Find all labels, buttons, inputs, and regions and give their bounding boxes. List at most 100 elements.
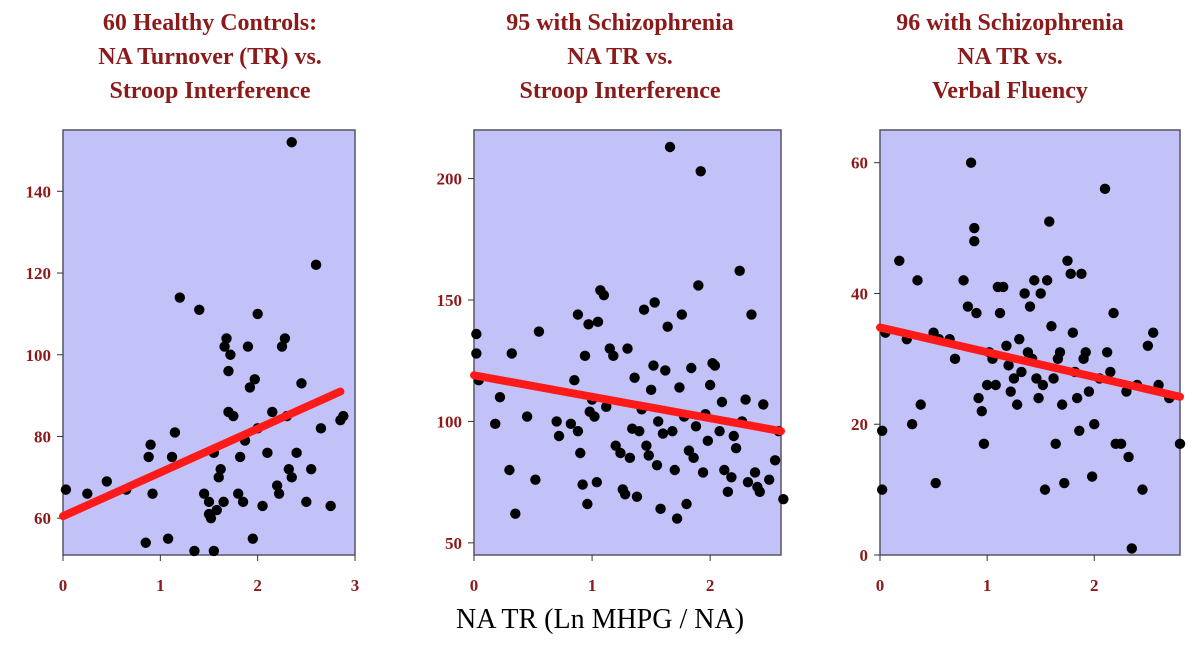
chart-3-data-point xyxy=(1035,288,1046,299)
chart-3-data-point xyxy=(1089,419,1100,430)
chart-2-data-point xyxy=(651,459,663,471)
chart-2-data-point xyxy=(634,425,645,437)
chart-1-data-point xyxy=(203,496,215,508)
chart-1-y-tick-label: 120 xyxy=(26,264,52,283)
chart-2-data-point xyxy=(506,348,517,359)
chart-2-title: 95 with Schizophrenia NA TR vs. Stroop I… xyxy=(440,6,800,108)
chart-3-data-point xyxy=(962,301,974,312)
chart-3-data-point xyxy=(1071,392,1083,404)
chart-3-plot-area xyxy=(879,129,1181,556)
chart-3-title-line-1: 96 with Schizophrenia xyxy=(896,10,1124,36)
chart-2-y-tick-label: 150 xyxy=(437,291,463,310)
chart-2-data-point xyxy=(655,503,666,515)
chart-3-data-point xyxy=(1050,438,1061,450)
chart-2-data-point xyxy=(728,430,739,442)
chart-2-plot-area xyxy=(473,129,782,556)
chart-2-data-point xyxy=(702,435,713,447)
chart-1-y-tick-label: 60 xyxy=(34,509,51,528)
chart-2-data-point xyxy=(575,447,586,459)
chart-3-data-point xyxy=(1123,451,1134,463)
chart-1-data-point xyxy=(315,423,327,434)
chart-3-data-point xyxy=(906,419,918,430)
chart-3-x-tick-label: 0 xyxy=(876,576,885,595)
chart-1-data-point xyxy=(247,533,258,544)
chart-3-title: 96 with Schizophrenia NA TR vs. Verbal F… xyxy=(830,6,1190,108)
chart-3-regression-line xyxy=(876,323,1184,401)
chart-2-data-point xyxy=(763,474,775,485)
chart-1-data-point xyxy=(218,496,229,508)
chart-1-data-point xyxy=(147,488,158,499)
chart-2-data-point xyxy=(695,166,706,177)
chart-3-data-point xyxy=(1054,347,1066,358)
chart-2-data-point xyxy=(577,479,588,490)
chart-1-data-point xyxy=(276,341,288,352)
chart-3-data-point xyxy=(969,235,980,247)
chart-3-data-point xyxy=(1008,373,1020,384)
chart-1-title: 60 Healthy Controls: NA Turnover (TR) vs… xyxy=(30,6,390,108)
chart-2-data-point xyxy=(722,486,734,498)
chart-3-data-point xyxy=(1108,307,1119,319)
chart-1-data-point xyxy=(338,410,349,422)
chart-3-data-point xyxy=(1099,183,1111,195)
chart-2-data-point xyxy=(690,421,702,432)
chart-2-data-point xyxy=(569,374,580,386)
chart-3-data-point xyxy=(1014,334,1025,345)
chart-1-y-tick-label: 100 xyxy=(26,346,52,365)
chart-2-x-tick-label: 2 xyxy=(706,576,715,595)
chart-3-data-point xyxy=(994,307,1006,319)
chart-2-data-point xyxy=(742,476,754,488)
chart-3-data-point xyxy=(958,275,969,286)
chart-1-data-point xyxy=(237,496,249,508)
chart-1-title-line-3: Stroop Interference xyxy=(109,78,311,104)
chart-3-title-line-3: Verbal Fluency xyxy=(932,78,1088,104)
chart-3-y-tick-label: 20 xyxy=(851,415,868,434)
chart-2-data-point xyxy=(601,401,612,413)
chart-1-data-point xyxy=(145,439,156,450)
chart-3-data-point xyxy=(1076,268,1087,280)
chart-2-data-point xyxy=(622,343,633,354)
chart-1-data-point xyxy=(310,259,322,271)
chart-2-title-line-1: 95 with Schizophrenia xyxy=(506,10,734,36)
chart-1-y-tick-label: 80 xyxy=(34,427,51,446)
chart-2-data-point xyxy=(619,489,631,500)
chart-1-data-point xyxy=(60,484,72,495)
chart-2-data-point xyxy=(629,372,640,383)
chart-3-data-point xyxy=(1142,340,1154,351)
chart-1-data-point xyxy=(140,537,151,548)
chart-2-data-point xyxy=(553,430,565,442)
chart-2-data-point xyxy=(572,309,584,320)
chart-3-data-point xyxy=(1115,438,1127,450)
chart-1-data-point xyxy=(257,500,268,512)
chart-2-data-point xyxy=(667,425,678,437)
chart-1-data-point xyxy=(215,463,226,475)
chart-3-data-point xyxy=(1039,484,1051,495)
chart-3-data-point xyxy=(1029,275,1040,286)
chart-3-data-point xyxy=(1001,340,1012,351)
chart-2-y-tick-label: 50 xyxy=(445,534,462,553)
chart-2-x-tick-label: 0 xyxy=(470,576,479,595)
chart-3-data-point xyxy=(1048,373,1059,384)
chart-2-data-point xyxy=(697,467,709,478)
chart-1-data-point xyxy=(189,545,200,557)
chart-3-data-point xyxy=(971,307,982,319)
chart-1-data-point xyxy=(211,504,222,516)
chart-1-data-point xyxy=(286,472,297,483)
chart-1-data-point xyxy=(273,488,285,499)
chart-2-data-point xyxy=(681,498,692,510)
chart-2-data-point xyxy=(674,382,685,393)
chart-2-data-point xyxy=(676,309,688,320)
chart-2-data-point xyxy=(572,425,584,437)
chart-3-data-point xyxy=(1041,275,1053,286)
chart-1-plot-area xyxy=(62,129,356,556)
chart-1-data-point xyxy=(242,341,254,352)
chart-2-data-point xyxy=(714,425,725,437)
chart-1-data-point xyxy=(166,451,178,463)
chart-2-data-point xyxy=(653,416,664,427)
chart-3-data-point xyxy=(1046,320,1057,332)
chart-3-data-point xyxy=(978,438,990,450)
chart-2-data-point xyxy=(648,360,659,371)
chart-1-data-point xyxy=(205,513,217,524)
chart-1-title-line-1: 60 Healthy Controls: xyxy=(102,10,318,36)
chart-3-x-tick-label: 2 xyxy=(1090,576,1099,595)
chart-1-data-point xyxy=(271,480,283,491)
